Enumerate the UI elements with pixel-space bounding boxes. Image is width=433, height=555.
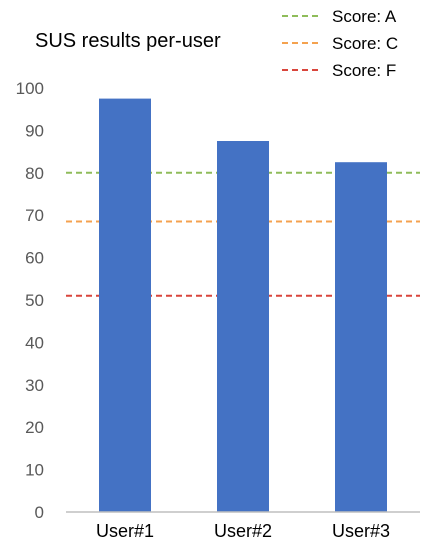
legend-label-score-f: Score: F xyxy=(332,61,396,80)
bar-user-2 xyxy=(217,141,269,512)
x-axis-tick-labels: User#1 User#2 User#3 xyxy=(96,521,390,541)
bar-user-1 xyxy=(99,98,151,512)
bars xyxy=(99,98,387,512)
y-tick-label-100: 100 xyxy=(16,79,44,98)
y-tick-label-40: 40 xyxy=(25,333,44,352)
y-tick-label-0: 0 xyxy=(35,503,44,522)
bar-user-3 xyxy=(335,162,387,512)
legend-label-score-c: Score: C xyxy=(332,34,398,53)
x-tick-label-user-1: User#1 xyxy=(96,521,154,541)
y-tick-label-70: 70 xyxy=(25,206,44,225)
y-tick-label-20: 20 xyxy=(25,418,44,437)
legend-label-score-a: Score: A xyxy=(332,7,397,26)
y-tick-label-10: 10 xyxy=(25,461,44,480)
y-tick-label-60: 60 xyxy=(25,249,44,268)
y-tick-label-50: 50 xyxy=(25,291,44,310)
x-tick-label-user-3: User#3 xyxy=(332,521,390,541)
y-tick-label-90: 90 xyxy=(25,121,44,140)
chart-title: SUS results per-user xyxy=(35,30,221,52)
legend: Score: A Score: C Score: F xyxy=(282,7,398,80)
y-tick-label-30: 30 xyxy=(25,376,44,395)
x-tick-label-user-2: User#2 xyxy=(214,521,272,541)
y-tick-label-80: 80 xyxy=(25,164,44,183)
y-axis-tick-labels: 0 10 20 30 40 50 60 70 80 90 100 xyxy=(16,79,44,522)
